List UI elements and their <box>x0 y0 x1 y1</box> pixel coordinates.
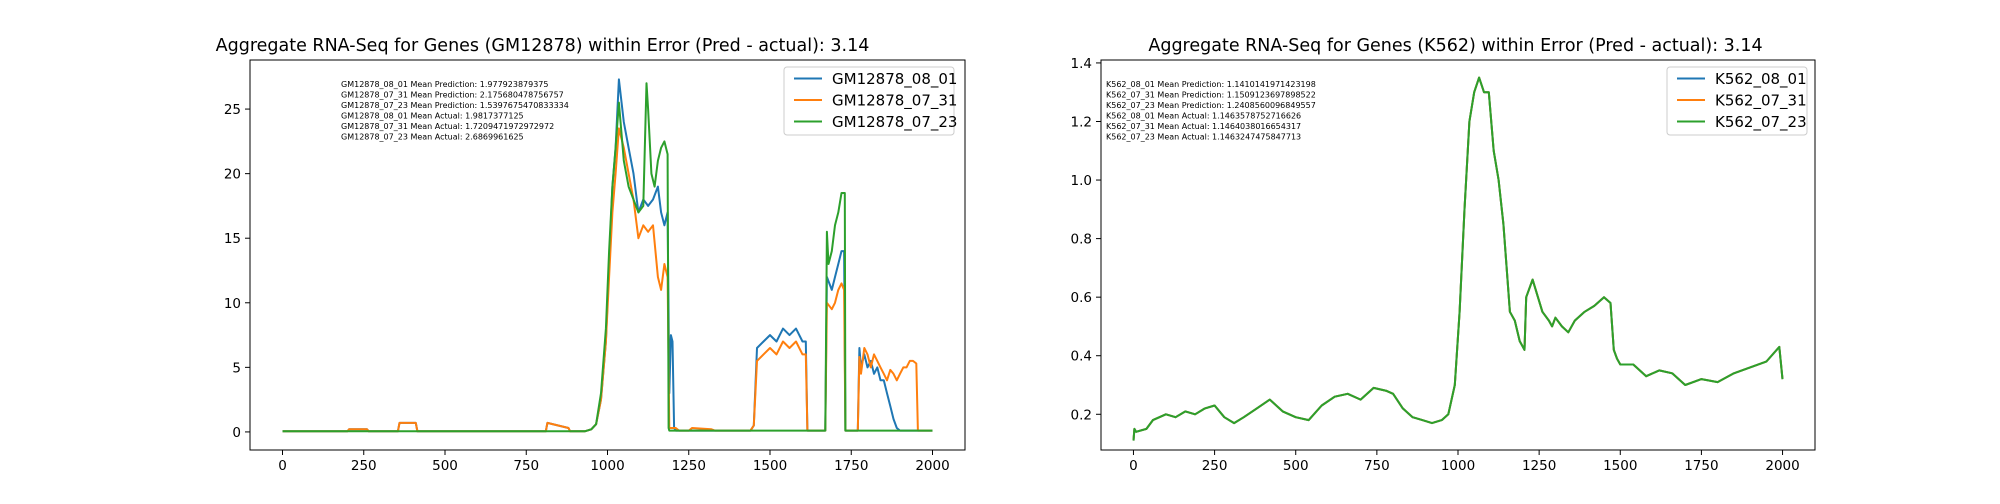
y-tick-label: 0.4 <box>1071 349 1092 365</box>
legend-box <box>1666 66 1808 136</box>
y-tick-label: 1.4 <box>1071 56 1092 72</box>
legend-label: K562_07_31 <box>1715 92 1807 111</box>
series-layer <box>1132 76 1784 441</box>
axes-frame <box>1100 59 1816 451</box>
annotation-line: K562_07_23 Mean Actual: 1.14632474758477… <box>1106 133 1301 142</box>
legend: K562_08_01 K562_07_31 K562_07_23 <box>1666 66 1808 136</box>
y-tick-label: 0.2 <box>1071 407 1092 423</box>
x-tick-label: 1250 <box>672 458 706 474</box>
annotation-line: K562_07_31 Mean Prediction: 1.1509123697… <box>1106 91 1316 100</box>
x-tick-label: 250 <box>351 458 377 474</box>
y-tick-label: 20 <box>224 167 241 183</box>
annotation-line: GM12878_07_23 Mean Prediction: 1.5397675… <box>341 101 569 110</box>
axes: 0 250 500 750 1000 1250 1500 1750 2000 0.2 0.4 0.6 0… <box>1071 56 1800 474</box>
x-tick-label: 750 <box>513 458 539 474</box>
x-tick-label: 1750 <box>1684 458 1718 474</box>
annotation-line: K562_08_01 Mean Actual: 1.14635787527166… <box>1106 112 1301 121</box>
legend-box <box>783 66 955 136</box>
axes-frame <box>249 59 966 451</box>
x-tick-label: 1000 <box>590 458 624 474</box>
y-tick-label: 1.2 <box>1071 114 1092 130</box>
x-tick-label: 1500 <box>753 458 787 474</box>
y-tick-label: 25 <box>224 102 241 118</box>
legend-label: K562_07_23 <box>1715 113 1807 132</box>
x-tick-label: 1750 <box>834 458 868 474</box>
x-tick-label: 1000 <box>1441 458 1475 474</box>
annotation-block: K562_08_01 Mean Prediction: 1.1410141971… <box>1106 80 1316 142</box>
x-tick-label: 1500 <box>1603 458 1637 474</box>
annotation-block: GM12878_08_01 Mean Prediction: 1.9779238… <box>341 80 569 142</box>
legend-label: GM12878_08_01 <box>832 70 957 89</box>
chart-title: Aggregate RNA-Seq for Genes (K562) withi… <box>1148 36 1762 56</box>
chart-title: Aggregate RNA-Seq for Genes (GM12878) wi… <box>216 36 870 56</box>
axes: 0 250 500 750 1000 1250 1500 1750 2000 0 5 10 15 20 25 <box>224 102 950 474</box>
legend: GM12878_08_01 GM12878_07_31 GM12878_07_2… <box>783 66 957 136</box>
annotation-line: GM12878_08_01 Mean Actual: 1.9817377125 <box>341 112 524 121</box>
annotation-line: K562_08_01 Mean Prediction: 1.1410141971… <box>1106 80 1316 89</box>
x-tick-label: 500 <box>1283 458 1309 474</box>
series-line-k562-07-23 <box>1132 76 1784 441</box>
annotation-line: GM12878_07_31 Mean Prediction: 2.1756804… <box>341 91 564 100</box>
x-tick-label: 500 <box>432 458 458 474</box>
y-tick-label: 0.6 <box>1071 290 1092 306</box>
x-tick-label: 1250 <box>1522 458 1556 474</box>
x-tick-label: 2000 <box>1765 458 1799 474</box>
legend-label: GM12878_07_31 <box>832 92 957 111</box>
x-tick-label: 0 <box>278 458 287 474</box>
x-tick-label: 0 <box>1129 458 1138 474</box>
series-layer <box>282 78 933 433</box>
legend-label: GM12878_07_23 <box>832 113 957 132</box>
annotation-line: GM12878_08_01 Mean Prediction: 1.9779238… <box>341 80 548 89</box>
annotation-line: GM12878_07_31 Mean Actual: 1.72094719729… <box>341 122 554 131</box>
chart-gm12878: Aggregate RNA-Seq for Genes (GM12878) wi… <box>216 36 966 474</box>
y-tick-label: 15 <box>224 231 241 247</box>
y-tick-label: 5 <box>232 360 241 376</box>
chart-k562: Aggregate RNA-Seq for Genes (K562) withi… <box>1071 36 1816 474</box>
x-tick-label: 2000 <box>915 458 949 474</box>
x-tick-label: 250 <box>1202 458 1228 474</box>
y-tick-label: 0 <box>232 425 241 441</box>
legend-label: K562_08_01 <box>1715 70 1807 89</box>
y-tick-label: 10 <box>224 296 241 312</box>
annotation-line: GM12878_07_23 Mean Actual: 2.6869961625 <box>341 133 524 142</box>
annotation-line: K562_07_31 Mean Actual: 1.14640380166543… <box>1106 122 1301 131</box>
y-tick-label: 1.0 <box>1071 173 1092 189</box>
y-tick-label: 0.8 <box>1071 232 1092 248</box>
series-line-gm12878-07-23 <box>282 82 933 433</box>
annotation-line: K562_07_23 Mean Prediction: 1.2408560096… <box>1106 101 1316 110</box>
x-tick-label: 750 <box>1364 458 1390 474</box>
